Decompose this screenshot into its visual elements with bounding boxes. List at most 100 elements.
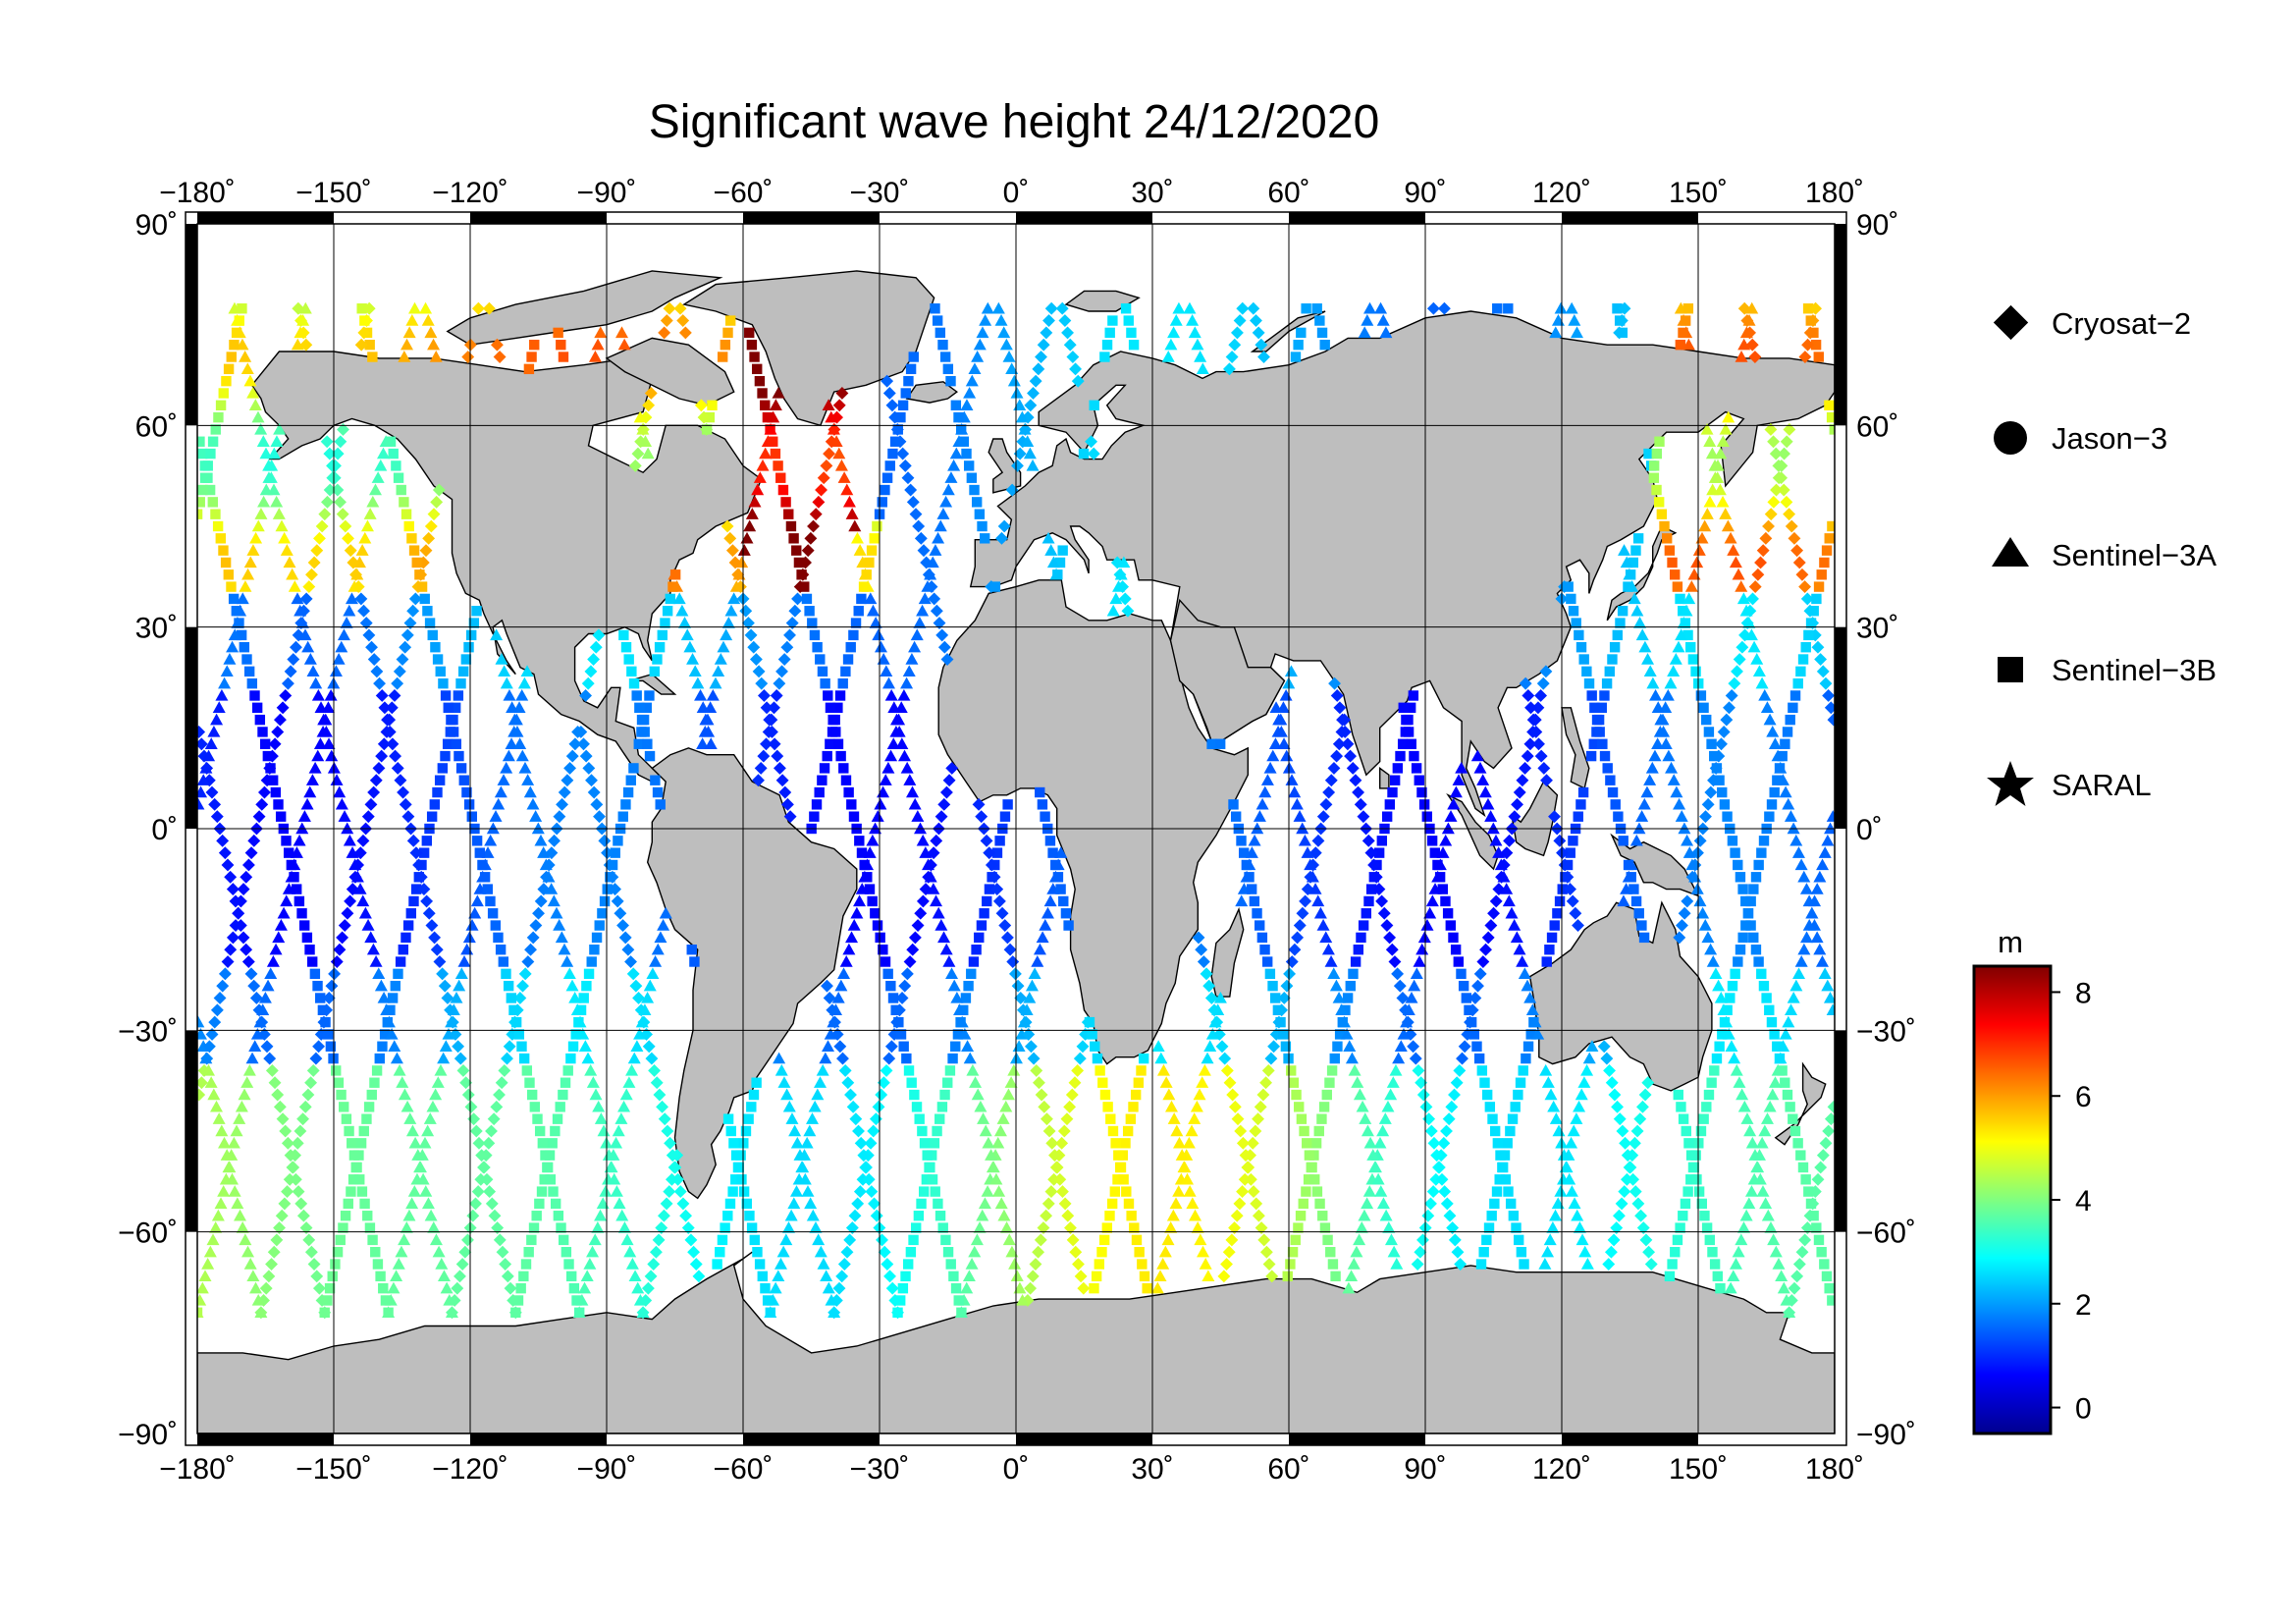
- track-point: [498, 956, 509, 967]
- track-point: [1361, 1197, 1374, 1210]
- track-point: [1750, 653, 1764, 665]
- track-point: [1500, 883, 1514, 894]
- track-point: [1540, 774, 1553, 787]
- track-point: [1337, 1015, 1351, 1028]
- frame-segment: [1562, 1434, 1698, 1445]
- track-point: [390, 1270, 403, 1282]
- track-point: [563, 1259, 574, 1270]
- australia-land: [1528, 900, 1713, 1092]
- track-point: [683, 640, 697, 653]
- track-point: [763, 713, 776, 727]
- track-point: [1651, 484, 1662, 496]
- track-point: [921, 1174, 933, 1185]
- track-point: [371, 1065, 383, 1076]
- track-point: [443, 702, 454, 713]
- track-point: [1722, 1004, 1733, 1015]
- track-point: [1044, 544, 1058, 556]
- track-point: [327, 1271, 338, 1282]
- track-point: [1761, 1112, 1775, 1124]
- track-point: [540, 1150, 551, 1161]
- track-point: [1795, 666, 1806, 677]
- track-point: [524, 1077, 535, 1088]
- track-point: [1766, 799, 1778, 810]
- track-point: [1307, 1162, 1317, 1173]
- track-point: [256, 435, 270, 447]
- track-point: [1636, 920, 1647, 931]
- track-point: [754, 1259, 766, 1270]
- track-point: [575, 1004, 587, 1015]
- track-point: [1432, 859, 1443, 871]
- track-point: [1423, 906, 1437, 919]
- track-point: [1769, 1245, 1783, 1258]
- track-point: [1629, 834, 1643, 846]
- track-point: [1678, 906, 1691, 920]
- track-point: [1389, 775, 1401, 785]
- track-point: [1769, 1029, 1780, 1040]
- track-point: [1478, 1247, 1489, 1258]
- track-point: [1531, 1027, 1545, 1040]
- track-point: [1799, 883, 1813, 894]
- track-point: [273, 799, 284, 810]
- track-point: [1373, 1136, 1387, 1149]
- track-point: [1521, 1053, 1531, 1064]
- track-point: [881, 761, 895, 774]
- track-point: [561, 774, 574, 787]
- track-point: [1494, 1174, 1505, 1185]
- track-point: [825, 410, 838, 423]
- track-point: [1269, 701, 1283, 713]
- track-point: [239, 580, 252, 592]
- track-point: [1568, 606, 1579, 617]
- track-point: [1727, 544, 1740, 556]
- track-point: [910, 628, 924, 641]
- track-point: [849, 1112, 863, 1126]
- track-point: [1376, 314, 1390, 326]
- track-point: [722, 1211, 733, 1221]
- lat-tick-label: −30˚: [118, 1015, 178, 1048]
- track-point: [241, 1245, 255, 1258]
- track-point: [501, 968, 511, 980]
- track-point: [919, 1186, 930, 1197]
- track-point: [1374, 301, 1388, 314]
- track-point: [597, 908, 608, 919]
- track-point: [958, 1027, 972, 1040]
- track-point: [1821, 979, 1835, 992]
- track-point: [1735, 640, 1749, 654]
- track-point: [1682, 1186, 1693, 1197]
- track-point: [1568, 836, 1578, 846]
- legend-label: Cryosat−2: [2052, 306, 2191, 341]
- frame-segment: [1289, 1434, 1425, 1445]
- track-point: [614, 326, 628, 339]
- track-point: [1742, 908, 1754, 919]
- track-point: [1314, 315, 1325, 326]
- track-point: [1296, 1113, 1308, 1124]
- track-point: [308, 761, 322, 774]
- track-point: [542, 1162, 554, 1173]
- track-point: [814, 1245, 828, 1258]
- track-point: [1561, 870, 1575, 884]
- track-point: [617, 811, 628, 822]
- track-point: [800, 1136, 814, 1149]
- track-point: [854, 1136, 868, 1150]
- track-point: [366, 943, 380, 955]
- track-point: [350, 870, 364, 883]
- track-point: [1791, 846, 1805, 858]
- track-point: [313, 531, 326, 545]
- track-point: [435, 1258, 449, 1270]
- track-point: [1058, 1197, 1072, 1211]
- track-point: [1681, 1125, 1691, 1137]
- track-point: [1342, 1281, 1356, 1294]
- track-point: [346, 1186, 356, 1197]
- track-point: [1471, 1041, 1482, 1052]
- track-point: [1740, 1112, 1754, 1124]
- track-point: [1170, 1124, 1184, 1137]
- track-point: [756, 459, 770, 471]
- track-point: [1318, 1102, 1330, 1112]
- track-point: [700, 423, 714, 436]
- track-point: [1479, 1077, 1490, 1088]
- track-point: [1358, 920, 1369, 931]
- track-point: [246, 677, 258, 689]
- track-point: [847, 919, 861, 931]
- track-point: [613, 1197, 626, 1210]
- track-point: [490, 338, 504, 352]
- track-point: [1427, 1136, 1441, 1150]
